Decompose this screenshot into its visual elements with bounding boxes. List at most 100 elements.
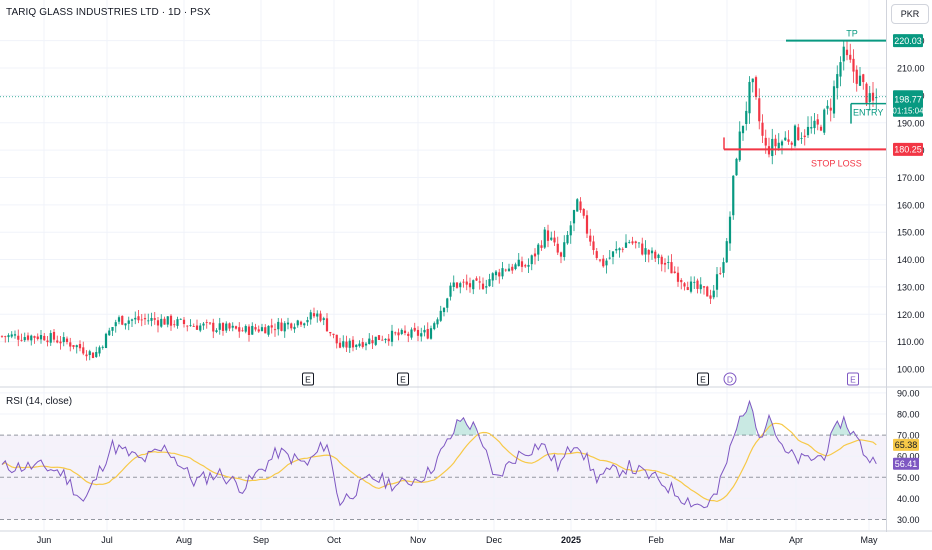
candle-body <box>823 109 826 133</box>
candle-body <box>611 251 615 257</box>
candle-body <box>306 320 309 323</box>
candle-body <box>654 251 657 259</box>
candle-body <box>286 322 290 325</box>
candle-body <box>254 327 257 330</box>
candle-body <box>696 280 699 289</box>
candle-body <box>702 286 706 288</box>
candle-body <box>166 316 169 325</box>
candle-body <box>478 281 481 283</box>
candle-body <box>264 327 267 334</box>
candle-body <box>78 344 82 349</box>
last-price-tag: 198.77 <box>894 94 922 104</box>
candle-body <box>667 262 670 264</box>
candle-body <box>72 345 75 347</box>
entry-label: ENTRY <box>853 108 883 118</box>
candle-body <box>225 323 228 331</box>
candle-body <box>722 262 725 273</box>
candle-body <box>433 323 436 330</box>
candle-body <box>751 78 754 83</box>
time-axis-tick-label: May <box>860 535 878 545</box>
candle-body <box>485 286 488 288</box>
candle-body <box>745 110 748 125</box>
candle-body <box>377 335 381 340</box>
candle-body <box>322 318 325 321</box>
candle-body <box>641 243 644 255</box>
candle-body <box>442 307 446 313</box>
candle-body <box>4 336 7 338</box>
rsi-ma-value-tag-bg <box>893 438 919 451</box>
candle-body <box>260 327 264 331</box>
candle-body <box>36 336 39 340</box>
candle-body <box>501 268 504 277</box>
candle-body <box>221 323 225 331</box>
candle-body <box>868 93 871 102</box>
candle-body <box>104 333 108 349</box>
candle-body <box>234 326 238 329</box>
candle-body <box>520 261 524 267</box>
candle-body <box>504 269 507 271</box>
candle-body <box>787 139 790 142</box>
candle-body <box>75 345 78 348</box>
candle-body <box>238 327 241 332</box>
candle-body <box>693 281 696 283</box>
candle-body <box>754 77 758 97</box>
candle-body <box>793 125 797 146</box>
candle-body <box>439 310 442 321</box>
candle-body <box>329 331 332 334</box>
candle-body <box>303 323 306 326</box>
candle-body <box>631 241 634 244</box>
candle-body <box>618 248 621 251</box>
time-axis-tick-label: Jun <box>37 535 52 545</box>
candle-body <box>400 329 403 334</box>
price-axis-tick-label: 120.00 <box>897 310 925 320</box>
candle-body <box>62 337 65 343</box>
candle-body <box>56 340 59 343</box>
candle-body <box>147 320 150 322</box>
rsi-axis-tick-label: 50.00 <box>897 473 920 483</box>
candle-body <box>813 120 816 129</box>
candle-body <box>173 324 176 326</box>
candle-body <box>550 237 553 240</box>
rsi-indicator-title: RSI (14, close) <box>6 396 73 407</box>
candle-body <box>134 317 137 320</box>
candle-body <box>800 138 803 139</box>
event-marker-label: E <box>700 375 706 385</box>
candle-body <box>205 322 208 323</box>
candle-body <box>65 338 69 343</box>
stop-loss-price-tag-bg <box>893 142 923 156</box>
candle-body <box>95 352 98 357</box>
candle-body <box>312 313 316 317</box>
rsi-axis-tick-label: 80.00 <box>897 410 920 420</box>
candle-body <box>296 320 299 326</box>
price-axis-tick-label: 130.00 <box>897 282 925 292</box>
candle-body <box>829 107 832 111</box>
candle-body <box>511 266 514 271</box>
currency-button[interactable]: PKR <box>891 4 929 24</box>
candle-body <box>26 335 30 340</box>
candle-body <box>673 271 676 273</box>
candle-body <box>576 199 579 212</box>
candle-body <box>680 279 683 283</box>
candle-body <box>816 119 819 125</box>
candle-body <box>273 329 277 331</box>
candle-body <box>124 323 127 326</box>
candles-group <box>0 40 878 361</box>
candle-body <box>364 343 368 346</box>
candle-body <box>530 255 533 265</box>
candle-body <box>498 272 501 277</box>
candle-body <box>140 319 143 321</box>
candle-body <box>361 342 364 347</box>
rsi-axis-tick-label: 90.00 <box>897 388 920 398</box>
candle-body <box>179 318 182 320</box>
candle-body <box>771 138 774 157</box>
rsi-overbought-fill <box>453 417 477 436</box>
candle-body <box>390 330 394 342</box>
candle-body <box>748 81 751 114</box>
rsi-overbought-fills <box>453 401 854 436</box>
candle-body <box>117 317 121 322</box>
candle-body <box>650 250 654 254</box>
candle-body <box>358 343 361 347</box>
candle-body <box>758 98 761 122</box>
candle-body <box>585 215 589 234</box>
